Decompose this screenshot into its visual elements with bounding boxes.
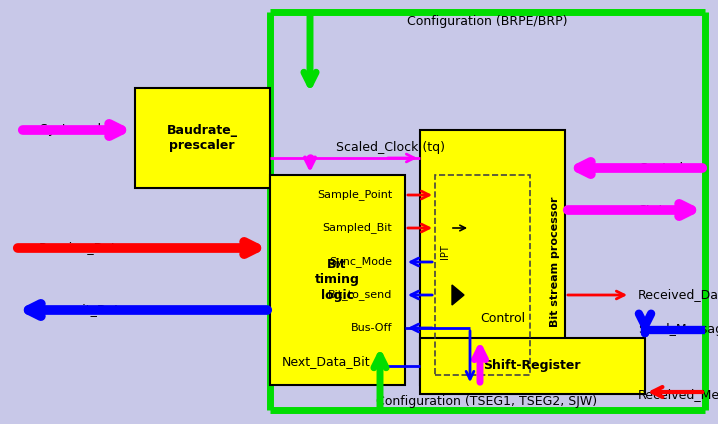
Text: Baudrate_
prescaler: Baudrate_ prescaler xyxy=(167,124,238,152)
Text: System clock: System clock xyxy=(40,123,123,137)
Text: Bit stream processor: Bit stream processor xyxy=(550,197,560,327)
Text: Next_Data_Bit: Next_Data_Bit xyxy=(281,355,370,368)
Bar xyxy=(435,175,530,375)
Text: Bus-Off: Bus-Off xyxy=(350,323,392,333)
Bar xyxy=(420,338,645,394)
Text: Sampled_Bit: Sampled_Bit xyxy=(322,223,392,234)
Text: Sample_Point: Sample_Point xyxy=(317,190,392,201)
Bar xyxy=(135,88,270,188)
Bar xyxy=(420,130,565,385)
Bar xyxy=(270,175,405,385)
Text: Receive_Data: Receive_Data xyxy=(39,242,125,254)
Text: Status: Status xyxy=(638,204,678,217)
Polygon shape xyxy=(452,285,464,305)
Text: Configuration (BRPE/BRP): Configuration (BRPE/BRP) xyxy=(407,16,567,28)
Text: Control: Control xyxy=(480,312,525,324)
Text: IPT: IPT xyxy=(440,245,450,259)
Text: Scaled_Clock (tq): Scaled_Clock (tq) xyxy=(335,142,444,154)
Text: Shift-Register: Shift-Register xyxy=(483,360,581,373)
Text: Transmit_Data: Transmit_Data xyxy=(37,304,127,316)
Text: Configuration (TSEG1, TSEG2, SJW): Configuration (TSEG1, TSEG2, SJW) xyxy=(376,396,597,408)
Text: Control: Control xyxy=(638,162,683,175)
Text: Send_Message: Send_Message xyxy=(638,324,718,337)
Text: Received_Message: Received_Message xyxy=(638,388,718,402)
Text: Bit_to_send: Bit_to_send xyxy=(327,290,392,301)
Text: Sync_Mode: Sync_Mode xyxy=(329,257,392,268)
Text: Received_Data_Bit: Received_Data_Bit xyxy=(638,288,718,301)
Text: Bit
timing
logic: Bit timing logic xyxy=(314,259,360,301)
